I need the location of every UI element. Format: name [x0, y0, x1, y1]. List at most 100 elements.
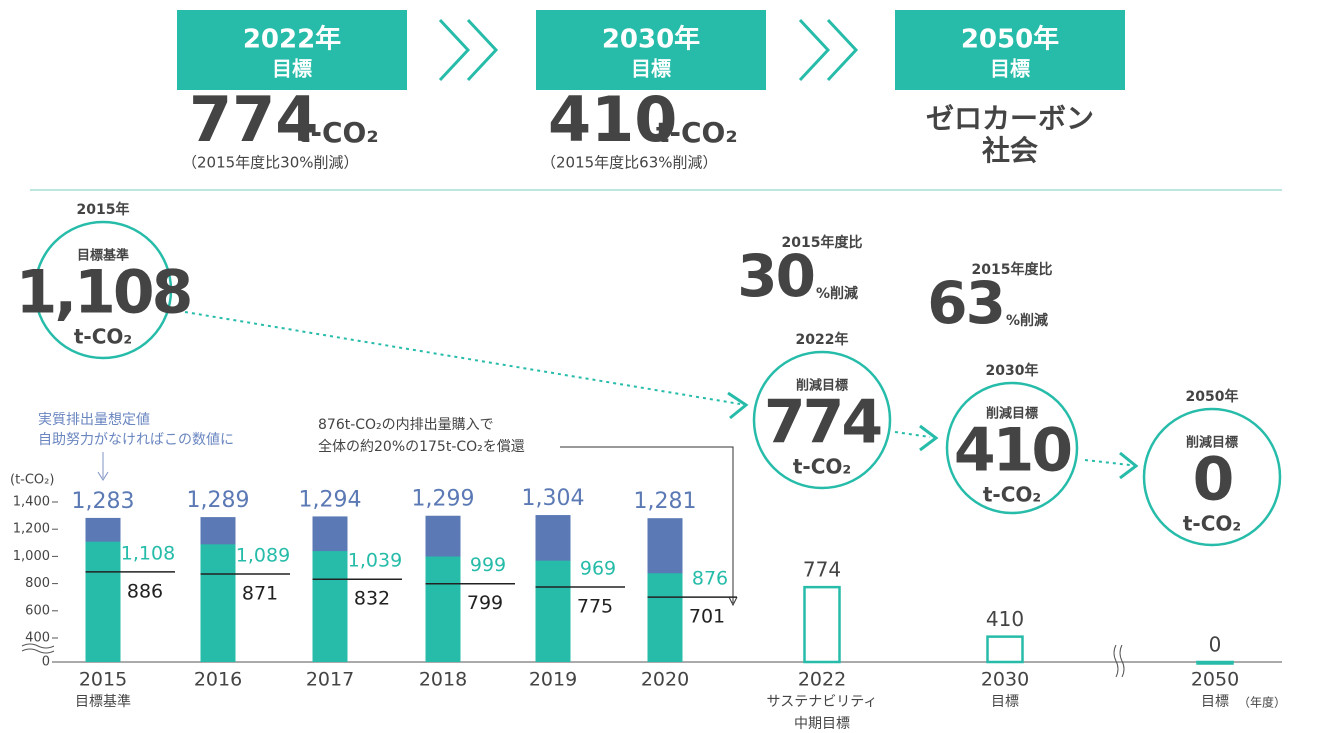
x-tick-label: 2030	[981, 669, 1029, 691]
x-tick-note: 目標	[991, 694, 1019, 710]
axis-break	[21, 643, 1125, 678]
net-label: 775	[577, 596, 613, 618]
target-label: 目標	[272, 57, 312, 81]
x-tick-label: 2018	[419, 669, 467, 691]
target-label: 774	[803, 558, 841, 582]
target-circle	[33, 220, 173, 360]
circle-value: 1,108	[16, 258, 191, 328]
target-bar	[1196, 660, 1234, 665]
assumed-label: 1,289	[187, 488, 250, 513]
actual-label: 1,089	[236, 544, 290, 566]
target-bar	[986, 635, 1024, 664]
target-circle	[945, 381, 1079, 515]
target-label: 目標	[990, 57, 1030, 81]
y-tick-label: 800	[25, 576, 50, 591]
y-tick-label: 1,400	[13, 495, 50, 510]
legend-arrow-head	[97, 471, 109, 481]
actual-bar	[647, 573, 683, 662]
actual-label: 1,039	[348, 550, 402, 572]
actual-bar	[85, 541, 121, 662]
actual-label: 969	[580, 558, 616, 580]
x-tick-label: 2020	[641, 669, 689, 691]
circle-unit: t-CO₂	[74, 325, 132, 349]
circle-year: 2030年	[986, 362, 1039, 379]
target-text: 社会	[982, 134, 1038, 167]
circle-value: 0	[1193, 445, 1232, 515]
x-tick-label: 2019	[529, 669, 577, 691]
target-circle	[752, 350, 892, 490]
y-tick-label: 600	[25, 603, 50, 618]
assumed-label: 1,304	[522, 486, 585, 511]
x-tick-label: 2015	[79, 669, 127, 691]
y-tick-label: 0	[42, 655, 50, 670]
net-label: 799	[467, 592, 503, 614]
offset-connector	[560, 446, 734, 603]
circle-label: 削減目標	[796, 378, 848, 394]
circle-label: 削減目標	[1186, 435, 1238, 451]
y-tick-label: 1,000	[13, 549, 50, 564]
x-tick-label: 2050	[1191, 669, 1239, 691]
actual-bar	[535, 560, 571, 662]
actual-label: 1,108	[121, 542, 175, 564]
net-label: 832	[354, 588, 390, 610]
actual-bar	[312, 551, 348, 662]
circle-label: 削減目標	[986, 406, 1038, 422]
actual-label: 876	[692, 568, 728, 590]
x-tick-note: サステナビリティ	[767, 694, 878, 710]
target-label: 0	[1209, 633, 1222, 657]
circle-label: 目標基準	[77, 248, 129, 264]
reduction-unit: %削減	[816, 285, 858, 302]
circle-unit: t-CO₂	[1183, 512, 1241, 536]
x-unit: （年度）	[1238, 695, 1286, 710]
dotted-arrows	[184, 311, 1131, 466]
target-box	[177, 10, 407, 90]
assumed-label: 1,281	[634, 489, 697, 514]
arrow-heads	[727, 391, 1139, 480]
x-tick-note: 目標基準	[75, 693, 131, 710]
target-unit: t-CO₂	[297, 116, 379, 149]
assumed-label: 1,283	[72, 489, 135, 514]
circle-value: 410	[954, 416, 1070, 486]
reduction-unit: %削減	[1006, 312, 1048, 329]
reduction-base: 2015年度比	[972, 261, 1053, 278]
x-tick-label: 2016	[194, 669, 242, 691]
offset-note: 876t-CO₂の内排出量購入で	[318, 417, 494, 433]
net-label: 871	[242, 582, 278, 604]
y-tick-label: 400	[25, 631, 50, 646]
offset-arrow-head	[728, 596, 738, 607]
y-label: (t-CO₂)	[10, 473, 54, 488]
actual-label: 999	[470, 554, 506, 576]
reduction-value: 30	[737, 242, 814, 310]
circle-year: 2015年	[77, 201, 130, 218]
target-label: 410	[986, 607, 1024, 631]
legend-note: 実質排出量想定値	[38, 412, 150, 428]
assumed-label: 1,294	[299, 487, 362, 512]
circle-value: 774	[764, 388, 880, 458]
x-tick-note: 目標	[1201, 694, 1229, 710]
target-label: 目標	[631, 57, 671, 81]
target-note: （2015年度比63%削減）	[541, 154, 718, 172]
net-label: 701	[689, 606, 725, 628]
y-tick-label: 1,200	[13, 522, 50, 537]
legend-note: 自助努力がなければこの数値に	[38, 432, 234, 448]
x-tick-label: 2017	[306, 669, 354, 691]
net-label: 886	[127, 580, 163, 602]
target-unit: t-CO₂	[656, 116, 738, 149]
target-year: 2022年	[243, 24, 341, 55]
actual-bar	[425, 556, 461, 662]
x-tick-label: 2022	[798, 669, 846, 691]
target-value: 410	[548, 83, 677, 156]
actual-bar	[200, 544, 236, 662]
target-circle	[1142, 407, 1282, 547]
target-year: 2050年	[961, 24, 1059, 55]
assumed-label: 1,299	[412, 487, 475, 512]
reduction-value: 63	[927, 269, 1004, 337]
target-year: 2030年	[602, 24, 700, 55]
circle-unit: t-CO₂	[793, 455, 851, 479]
circle-year: 2022年	[796, 331, 849, 348]
target-note: （2015年度比30%削減）	[182, 154, 359, 172]
target-box	[895, 10, 1125, 90]
target-bar	[803, 585, 841, 664]
circle-unit: t-CO₂	[983, 483, 1041, 507]
